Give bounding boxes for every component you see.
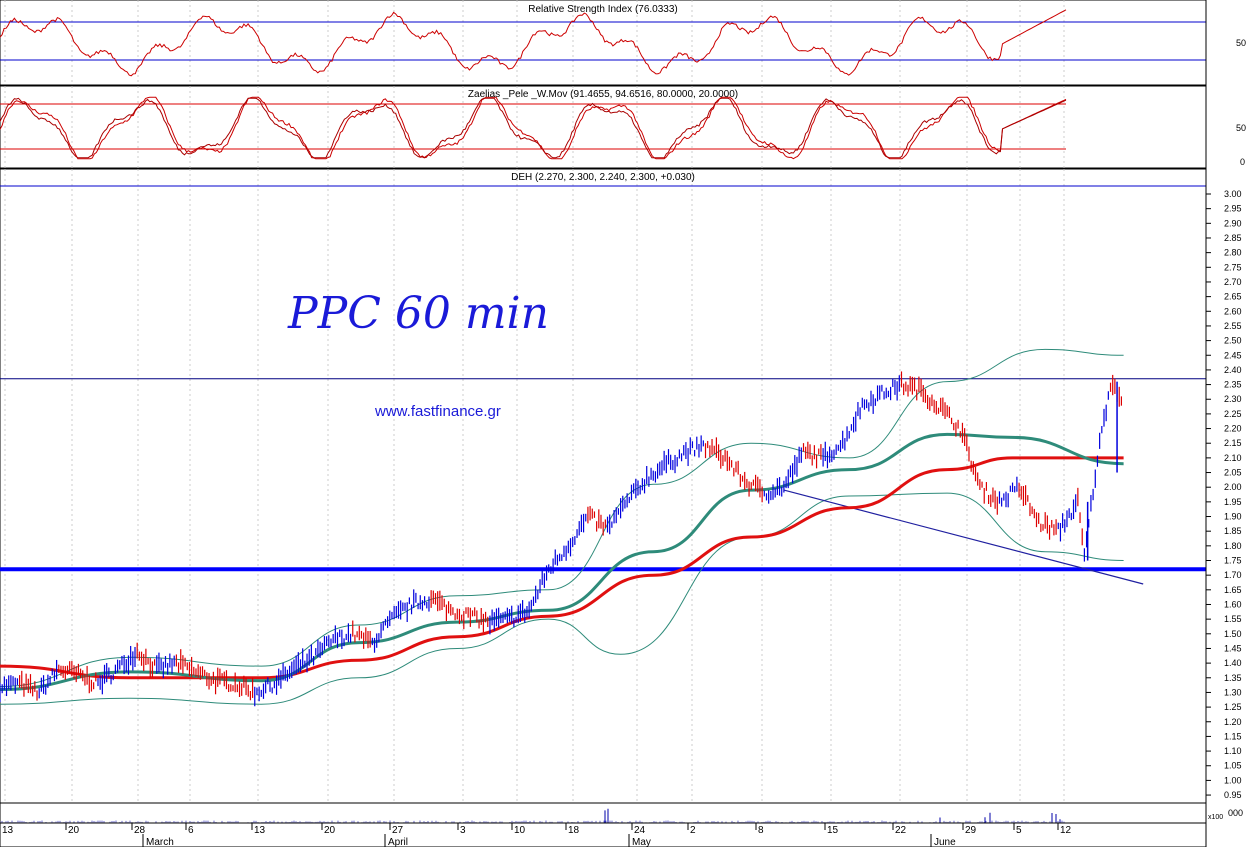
price-series [0, 348, 1206, 707]
y-tick-label: 1.50 [1224, 629, 1242, 639]
y-tick-label: 3.00 [1224, 189, 1242, 199]
zaelias-panel: Zaelias _Pele _W.Mov (91.4655, 94.6516, … [0, 85, 1246, 169]
rsi-tick-50: 50 [1236, 38, 1246, 48]
bollinger-upper [0, 348, 1124, 688]
y-tick-label: 1.20 [1224, 717, 1242, 727]
x-month-label: March [146, 837, 174, 847]
rsi-line [0, 9, 1067, 77]
y-tick-label: 2.70 [1224, 277, 1242, 287]
x-tick-label: 10 [514, 825, 526, 836]
y-tick-label: 2.10 [1224, 453, 1242, 463]
volume-unit: x100 [1208, 814, 1223, 821]
y-tick-label: 2.95 [1224, 204, 1242, 214]
price-bars [0, 371, 1123, 707]
x-tick-label: 29 [965, 825, 977, 836]
y-tick-label: 1.25 [1224, 702, 1242, 712]
y-tick-label: 1.15 [1224, 731, 1242, 741]
zaelias-label: Zaelias _Pele _W.Mov (91.4655, 94.6516, … [468, 89, 738, 100]
y-tick-label: 0.95 [1224, 790, 1242, 800]
zaelias-tick-50: 50 [1236, 123, 1246, 133]
y-tick-label: 2.25 [1224, 409, 1242, 419]
y-tick-label: 2.65 [1224, 292, 1242, 302]
x-tick-label: 2 [690, 825, 696, 836]
moving-average-long [0, 456, 1124, 680]
y-tick-label: 1.05 [1224, 761, 1242, 771]
price-y-axis: 3.00 2.95 2.90 2.85 2.80 2.75 2.70 2.65 2.60 2.55… [1206, 189, 1242, 800]
y-tick-label: 1.35 [1224, 673, 1242, 683]
x-month-label: May [632, 837, 651, 847]
rsi-panel: Relative Strength Index (76.0333) 50 [0, 0, 1246, 86]
volume-panel: 000 x100 [0, 802, 1243, 824]
y-tick-label: 2.40 [1224, 365, 1242, 375]
zaelias-line-b [0, 97, 1067, 159]
x-tick-label: 27 [392, 825, 404, 836]
y-tick-label: 2.90 [1224, 218, 1242, 228]
y-tick-label: 1.30 [1224, 687, 1242, 697]
y-tick-label: 1.40 [1224, 658, 1242, 668]
y-tick-label: 1.00 [1224, 775, 1242, 785]
y-tick-label: 1.65 [1224, 585, 1242, 595]
y-tick-label: 2.00 [1224, 482, 1242, 492]
x-tick-label: 18 [568, 825, 580, 836]
y-tick-label: 2.60 [1224, 306, 1242, 316]
y-tick-label: 2.50 [1224, 336, 1242, 346]
y-tick-label: 1.45 [1224, 643, 1242, 653]
x-tick-label: 22 [895, 825, 907, 836]
y-tick-label: 2.35 [1224, 380, 1242, 390]
x-tick-label: 12 [1060, 825, 1072, 836]
y-tick-label: 1.60 [1224, 599, 1242, 609]
y-tick-label: 2.85 [1224, 233, 1242, 243]
zaelias-tick-0: 0 [1240, 157, 1245, 167]
y-tick-label: 1.55 [1224, 614, 1242, 624]
x-tick-label: 8 [758, 825, 764, 836]
y-tick-label: 1.10 [1224, 746, 1242, 756]
rsi-label: Relative Strength Index (76.0333) [528, 4, 678, 15]
x-tick-label: 20 [68, 825, 80, 836]
y-tick-label: 2.55 [1224, 321, 1242, 331]
y-tick-label: 2.05 [1224, 468, 1242, 478]
price-gridlines [4, 169, 1065, 803]
x-tick-label: 5 [1016, 825, 1022, 836]
x-tick-label: 13 [2, 825, 14, 836]
y-tick-label: 2.45 [1224, 350, 1242, 360]
website-label: www.fastfinance.gr [374, 403, 501, 420]
x-month-label: June [934, 837, 956, 847]
x-tick-label: 3 [460, 825, 466, 836]
y-tick-label: 1.90 [1224, 512, 1242, 522]
chart-title: PPC 60 min [287, 288, 549, 339]
rsi-gridlines [4, 0, 1065, 85]
y-tick-label: 2.20 [1224, 424, 1242, 434]
y-tick-label: 2.15 [1224, 438, 1242, 448]
y-tick-label: 2.75 [1224, 262, 1242, 272]
x-tick-label: 24 [634, 825, 646, 836]
price-label: DEH (2.270, 2.300, 2.240, 2.300, +0.030) [511, 172, 695, 183]
y-tick-label: 1.70 [1224, 570, 1242, 580]
price-panel: DEH (2.270, 2.300, 2.240, 2.300, +0.030)… [0, 168, 1242, 804]
trendline [783, 489, 1144, 585]
x-tick-label: 13 [254, 825, 266, 836]
y-tick-label: 1.80 [1224, 541, 1242, 551]
x-month-label: April [388, 837, 408, 847]
x-tick-label: 28 [134, 825, 146, 836]
volume-tick: 000 [1228, 808, 1243, 818]
y-tick-label: 1.85 [1224, 526, 1242, 536]
y-tick-label: 2.30 [1224, 394, 1242, 404]
y-tick-label: 1.75 [1224, 556, 1242, 566]
x-axis-frame [0, 822, 1207, 847]
x-tick-label: 20 [324, 825, 336, 836]
y-tick-label: 1.95 [1224, 497, 1242, 507]
x-tick-label: 15 [827, 825, 839, 836]
y-tick-label: 2.80 [1224, 248, 1242, 258]
x-tick-label: 6 [188, 825, 194, 836]
bollinger-lower [0, 492, 1124, 705]
